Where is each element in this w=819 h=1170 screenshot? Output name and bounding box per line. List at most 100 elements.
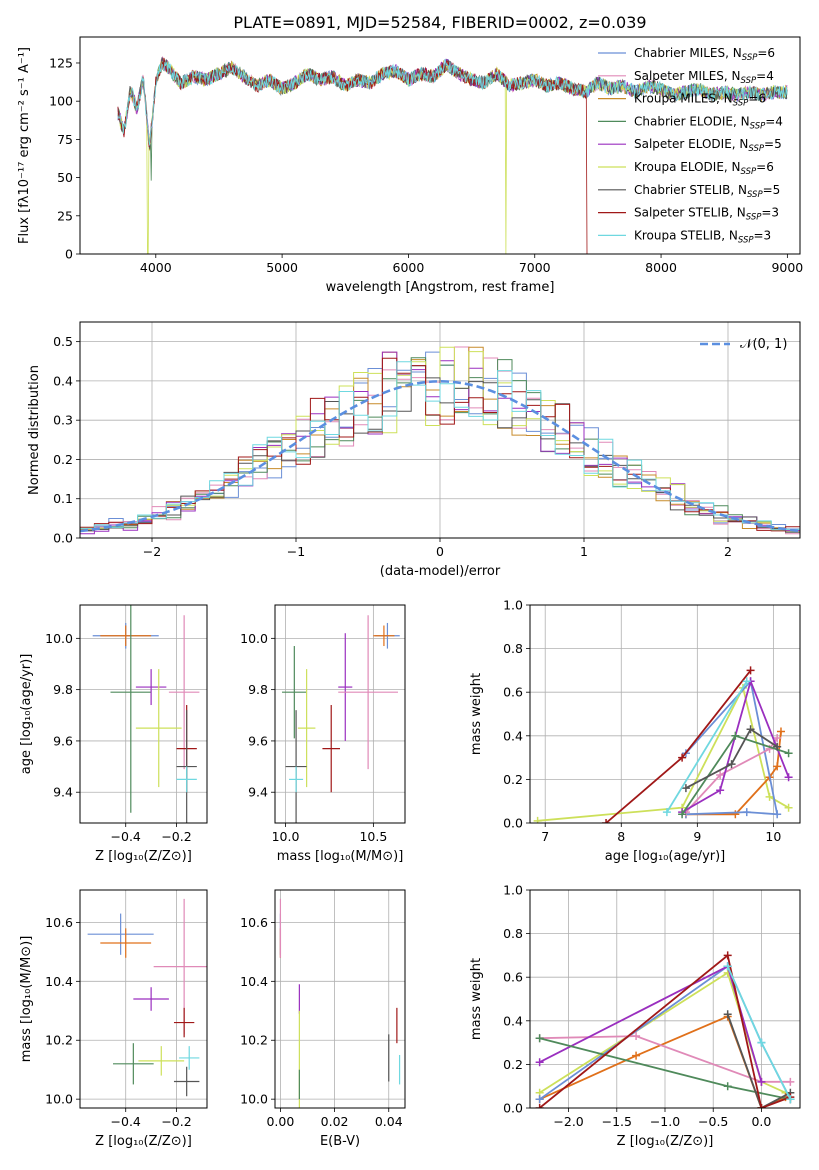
y-tick-label: 1.0 [503, 883, 523, 898]
weight-marker [716, 771, 725, 780]
weight-marker [716, 786, 725, 795]
x-tick-label: 10.5 [359, 829, 387, 844]
y-tick-label: 75 [57, 132, 73, 147]
histogram-step-9 [80, 361, 800, 531]
y-tick-label: 0.4 [53, 373, 73, 388]
y-tick-label: 10.6 [240, 915, 268, 930]
weight-marker [784, 803, 793, 812]
y-tick-label: 0 [65, 247, 73, 262]
y-tick-label: 0.8 [503, 641, 523, 656]
y-tick-label: 0.1 [53, 491, 73, 506]
panel-mass-weight-vs-metallicity: −2.0 −1.5 −1.0 −0.5 0.0 0.0 0.2 0.4 0.6 0.8 1.0 Z [… [469, 883, 801, 1149]
weight-marker [662, 808, 671, 817]
y-tick-label: 0.4 [503, 728, 523, 743]
legend-label: Chabrier ELODIE, NSSP=4 [634, 114, 783, 131]
x-tick-label: 8 [617, 829, 625, 844]
weight-line-1 [537, 685, 790, 822]
weight-marker [773, 762, 782, 771]
y-tick-label: 0.2 [503, 1057, 523, 1072]
weight-marker [742, 677, 751, 686]
x-axis-label: Z [log₁₀(Z/Z⊙)] [617, 1134, 714, 1149]
y-axis-label: Flux [fλ10⁻¹⁷ erg cm⁻² s⁻¹ A⁻¹] [17, 47, 32, 244]
panel-mass-vs-extinction: 0.00 0.02 0.04 10.0 10.2 10.4 10.6 E(B-V) [240, 889, 406, 1149]
weight-marker [535, 1058, 544, 1067]
weight-marker [773, 742, 782, 751]
weight-marker [784, 749, 793, 758]
x-tick-label: −0.2 [161, 1114, 191, 1129]
x-tick-label: −2.0 [553, 1114, 583, 1129]
x-tick-label: 0.02 [321, 1114, 349, 1129]
x-axis-label: wavelength [Angstrom, rest frame] [326, 280, 555, 295]
x-tick-label: −0.5 [698, 1114, 728, 1129]
y-tick-label: 100 [49, 94, 73, 109]
legend-label: 𝒩(0, 1) [740, 337, 787, 352]
legend-label: Kroupa ELODIE, NSSP=6 [634, 160, 774, 177]
y-tick-label: 25 [57, 208, 73, 223]
x-tick-label: 10 [765, 829, 781, 844]
axes-frame [529, 604, 801, 824]
y-tick-label: 0.4 [503, 1013, 523, 1028]
weight-marker [757, 1104, 766, 1108]
x-tick-label: 0.0 [751, 1114, 771, 1129]
x-tick-label: 9 [693, 829, 701, 844]
y-tick-label: 10.4 [240, 974, 268, 989]
x-tick-label: −1.5 [602, 1114, 632, 1129]
y-tick-label: 10.0 [45, 631, 73, 646]
panel-mass-vs-metallicity: −0.4 −0.2 10.0 10.2 10.4 10.6 Z [log₁₀(Z/Z⊙)] m… [19, 889, 208, 1149]
y-tick-label: 50 [57, 170, 73, 185]
x-tick-label: 0.00 [266, 1114, 294, 1129]
weight-marker [746, 666, 755, 675]
y-tick-label: 9.4 [53, 785, 73, 800]
weight-marker [678, 753, 687, 762]
legend-label: Chabrier MILES, NSSP=6 [634, 46, 775, 63]
x-axis-label: Z [log₁₀(Z/Z⊙)] [95, 1134, 192, 1149]
weight-marker [535, 1095, 544, 1104]
weight-marker [786, 1077, 795, 1086]
y-axis-label: mass weight [469, 673, 484, 755]
x-tick-label: 7000 [519, 260, 551, 275]
legend-label: Salpeter MILES, NSSP=4 [634, 69, 774, 86]
weight-line-7 [685, 728, 778, 789]
x-axis-label: E(B-V) [320, 1134, 360, 1149]
weight-marker [535, 1034, 544, 1043]
x-tick-label: −0.4 [111, 1114, 141, 1129]
weight-marker [746, 725, 755, 734]
weight-marker [723, 951, 732, 960]
x-tick-label: 1 [580, 544, 588, 559]
x-tick-label: 4000 [140, 260, 172, 275]
weight-marker [632, 1032, 641, 1041]
weight-marker [765, 792, 774, 801]
y-tick-label: 10.6 [45, 915, 73, 930]
weight-marker [784, 773, 793, 782]
x-tick-label: 0.04 [375, 1114, 403, 1129]
x-tick-label: −0.4 [111, 829, 141, 844]
x-tick-label: 6000 [393, 260, 425, 275]
axes-frame [274, 889, 406, 1109]
weight-line-2 [539, 1015, 786, 1108]
y-tick-label: 0.0 [503, 1101, 523, 1116]
y-axis-label: Normed distribution [27, 365, 42, 495]
axes-frame [79, 604, 208, 824]
weight-marker [727, 760, 736, 769]
legend-label: Chabrier STELIB, NSSP=5 [634, 183, 780, 200]
weight-marker [535, 1104, 544, 1108]
axes-frame [529, 889, 801, 1109]
y-tick-label: 9.8 [53, 682, 73, 697]
chart-panels: 4000 5000 6000 7000 8000 90000255075100125wav… [17, 36, 803, 1149]
y-tick-label: 0.2 [53, 452, 73, 467]
y-tick-label: 0.8 [503, 926, 523, 941]
legend-label: Salpeter STELIB, NSSP=3 [634, 206, 779, 223]
x-tick-label: −2 [143, 544, 161, 559]
y-tick-label: 9.6 [248, 733, 268, 748]
x-axis-label: age [log₁₀(age/yr)] [605, 849, 726, 864]
histogram-legend: 𝒩(0, 1) [700, 337, 787, 352]
weight-marker [742, 808, 751, 817]
y-tick-label: 10.2 [45, 1033, 73, 1048]
panel-mass-weight-vs-age: 7 8 9 10 0.0 0.2 0.4 0.6 0.8 1.0 age [log₁₀(age/yr… [469, 598, 801, 864]
weight-marker [731, 731, 740, 740]
y-tick-label: 0.0 [53, 531, 73, 546]
y-tick-label: 10.2 [240, 1033, 268, 1048]
y-tick-label: 10.4 [45, 974, 73, 989]
x-tick-label: 8000 [645, 260, 677, 275]
